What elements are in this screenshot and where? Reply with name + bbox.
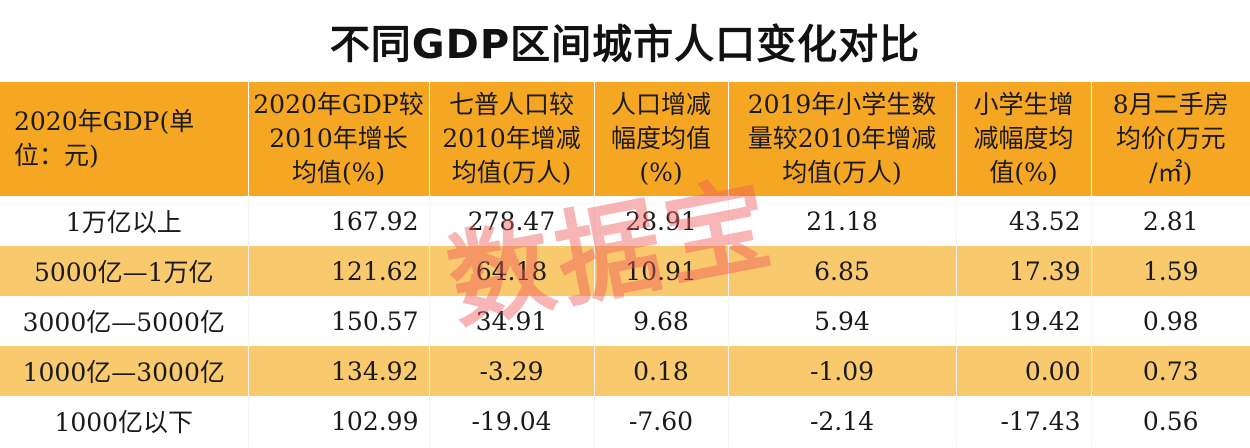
pupil-change-cell: 6.85 <box>728 246 957 296</box>
population-change-cell: 64.18 <box>429 246 595 296</box>
population-rate-cell: -7.60 <box>594 396 729 446</box>
header-house-price: 8月二手房 均价(万元/㎡) <box>1091 82 1250 196</box>
population-rate-cell: 10.91 <box>594 246 729 296</box>
pupil-change-cell: 21.18 <box>728 196 957 246</box>
table-row: 1000亿—3000亿 134.92 -3.29 0.18 -1.09 0.00… <box>0 346 1250 396</box>
pupil-change-cell: 5.94 <box>728 296 957 346</box>
gdp-range-cell: 5000亿—1万亿 <box>0 246 249 296</box>
population-change-cell: -3.29 <box>429 346 595 396</box>
header-population-change-rate: 人口增减 幅度均值 (%) <box>594 82 729 196</box>
header-gdp-growth: 2020年GDP较 2010年增长 均值(%) <box>248 82 430 196</box>
house-price-cell: 0.56 <box>1091 396 1250 446</box>
gdp-growth-cell: 102.99 <box>248 396 430 446</box>
pupil-change-cell: -2.14 <box>728 396 957 446</box>
gdp-growth-cell: 121.62 <box>248 246 430 296</box>
gdp-population-table: 2020年GDP(单 位：元) 2020年GDP较 2010年增长 均值(%) 七普人… <box>0 82 1250 446</box>
gdp-growth-cell: 167.92 <box>248 196 430 246</box>
table-row: 5000亿—1万亿 121.62 64.18 10.91 6.85 17.39 … <box>0 246 1250 296</box>
pupil-rate-cell: -17.43 <box>956 396 1092 446</box>
population-rate-cell: 28.91 <box>594 196 729 246</box>
header-pupil-change-rate: 小学生增 减幅度均 值(%) <box>956 82 1092 196</box>
page-title: 不同GDP区间城市人口变化对比 <box>329 22 921 68</box>
population-change-cell: 34.91 <box>429 296 595 346</box>
gdp-growth-cell: 134.92 <box>248 346 430 396</box>
population-change-cell: -19.04 <box>429 396 595 446</box>
gdp-growth-cell: 150.57 <box>248 296 430 346</box>
house-price-cell: 2.81 <box>1091 196 1250 246</box>
table-row: 1000亿以下 102.99 -19.04 -7.60 -2.14 -17.43… <box>0 396 1250 446</box>
gdp-range-cell: 1万亿以上 <box>0 196 249 246</box>
header-population-change: 七普人口较 2010年增减 均值(万人) <box>429 82 595 196</box>
header-gdp-range: 2020年GDP(单 位：元) <box>0 82 249 196</box>
gdp-range-cell: 1000亿以下 <box>0 396 249 446</box>
table-row: 1万亿以上 167.92 278.47 28.91 21.18 43.52 2.… <box>0 196 1250 246</box>
house-price-cell: 1.59 <box>1091 246 1250 296</box>
header-pupil-change: 2019年小学生数 量较2010年增减 均值(万人) <box>728 82 957 196</box>
gdp-range-cell: 1000亿—3000亿 <box>0 346 249 396</box>
pupil-rate-cell: 17.39 <box>956 246 1092 296</box>
pupil-rate-cell: 19.42 <box>956 296 1092 346</box>
house-price-cell: 0.98 <box>1091 296 1250 346</box>
population-rate-cell: 0.18 <box>594 346 729 396</box>
header-row: 2020年GDP(单 位：元) 2020年GDP较 2010年增长 均值(%) 七普人… <box>0 82 1250 196</box>
table-row: 3000亿—5000亿 150.57 34.91 9.68 5.94 19.42… <box>0 296 1250 346</box>
pupil-rate-cell: 43.52 <box>956 196 1092 246</box>
gdp-range-cell: 3000亿—5000亿 <box>0 296 249 346</box>
population-rate-cell: 9.68 <box>594 296 729 346</box>
pupil-change-cell: -1.09 <box>728 346 957 396</box>
pupil-rate-cell: 0.00 <box>956 346 1092 396</box>
house-price-cell: 0.73 <box>1091 346 1250 396</box>
population-change-cell: 278.47 <box>429 196 595 246</box>
